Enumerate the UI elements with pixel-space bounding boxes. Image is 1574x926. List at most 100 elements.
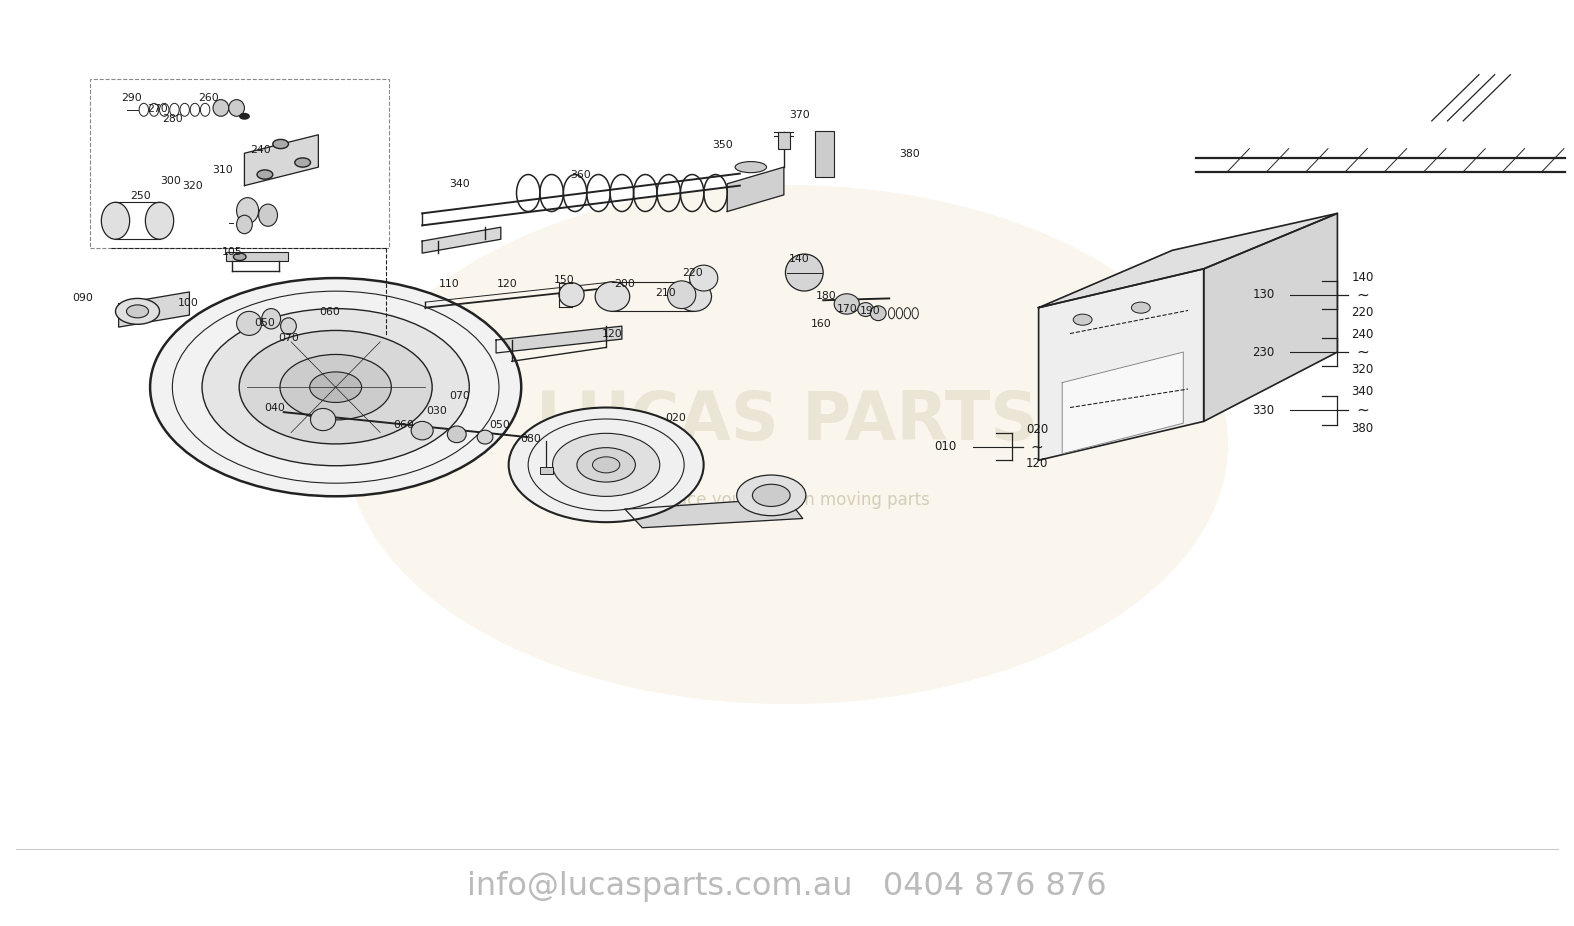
Ellipse shape [559, 282, 584, 307]
Text: 070: 070 [450, 392, 471, 402]
Circle shape [552, 433, 660, 496]
Circle shape [280, 355, 392, 419]
Ellipse shape [447, 426, 466, 443]
Circle shape [239, 114, 249, 119]
Polygon shape [1204, 213, 1338, 421]
Text: 360: 360 [571, 170, 592, 181]
Circle shape [150, 278, 521, 496]
Ellipse shape [310, 408, 335, 431]
Text: 050: 050 [490, 420, 510, 430]
Text: 310: 310 [212, 165, 233, 175]
Text: ~: ~ [1357, 344, 1369, 359]
Circle shape [126, 305, 148, 318]
Ellipse shape [145, 202, 173, 239]
Text: 060: 060 [320, 307, 340, 318]
Text: 200: 200 [614, 279, 636, 289]
Circle shape [239, 331, 433, 444]
Text: ~: ~ [1031, 439, 1044, 455]
Circle shape [115, 298, 159, 324]
Text: 380: 380 [899, 149, 921, 159]
Circle shape [592, 457, 620, 473]
Circle shape [752, 484, 790, 507]
Ellipse shape [689, 265, 718, 291]
Text: 180: 180 [815, 291, 837, 301]
Text: 090: 090 [72, 294, 93, 304]
Ellipse shape [834, 294, 859, 314]
Polygon shape [727, 167, 784, 211]
Text: 060: 060 [394, 420, 414, 430]
Ellipse shape [101, 202, 129, 239]
Text: 220: 220 [1352, 306, 1374, 319]
Circle shape [346, 185, 1228, 704]
Text: 370: 370 [789, 110, 811, 120]
Text: 260: 260 [198, 93, 219, 103]
Text: 170: 170 [836, 304, 858, 314]
Text: ~: ~ [1357, 403, 1369, 418]
Ellipse shape [261, 308, 280, 329]
Ellipse shape [858, 303, 874, 317]
Ellipse shape [236, 215, 252, 233]
Text: 070: 070 [279, 333, 299, 344]
Polygon shape [244, 135, 318, 185]
Text: 330: 330 [1253, 404, 1275, 417]
Circle shape [233, 253, 246, 260]
Ellipse shape [735, 161, 767, 172]
Text: 300: 300 [161, 176, 181, 186]
Text: 220: 220 [682, 269, 704, 279]
Polygon shape [1039, 269, 1204, 460]
Text: 240: 240 [250, 145, 271, 156]
Circle shape [257, 169, 272, 179]
Ellipse shape [667, 281, 696, 308]
Polygon shape [422, 227, 501, 253]
Text: ~: ~ [1357, 287, 1369, 302]
Bar [815, 131, 834, 177]
Polygon shape [1039, 213, 1338, 307]
Text: 140: 140 [789, 254, 811, 264]
Circle shape [272, 140, 288, 149]
Text: 210: 210 [655, 288, 677, 298]
Text: 020: 020 [664, 413, 686, 422]
Text: 030: 030 [427, 407, 447, 416]
Circle shape [737, 475, 806, 516]
Text: 280: 280 [162, 114, 183, 124]
Polygon shape [496, 326, 622, 353]
Circle shape [1073, 314, 1092, 325]
Text: 020: 020 [1026, 423, 1048, 436]
Ellipse shape [280, 318, 296, 334]
Text: 190: 190 [859, 307, 881, 317]
Ellipse shape [212, 100, 228, 117]
Circle shape [508, 407, 704, 522]
Text: 240: 240 [1352, 328, 1374, 341]
Text: 120: 120 [497, 279, 518, 289]
Bar [540, 467, 552, 474]
Text: 380: 380 [1352, 422, 1374, 435]
Text: 050: 050 [255, 319, 275, 329]
Ellipse shape [785, 254, 823, 291]
Ellipse shape [870, 306, 886, 320]
Circle shape [1132, 302, 1151, 313]
Text: 150: 150 [554, 275, 575, 285]
Text: 340: 340 [450, 179, 471, 189]
Ellipse shape [228, 100, 244, 117]
Circle shape [578, 447, 636, 482]
Ellipse shape [477, 431, 493, 444]
Polygon shape [118, 292, 189, 327]
Polygon shape [1062, 352, 1184, 454]
Text: 340: 340 [1352, 385, 1374, 398]
Polygon shape [625, 498, 803, 528]
Text: 350: 350 [711, 140, 733, 150]
Ellipse shape [595, 282, 630, 311]
Text: 040: 040 [264, 403, 285, 412]
Ellipse shape [236, 197, 258, 223]
Text: 010: 010 [935, 441, 957, 454]
Text: 130: 130 [1253, 288, 1275, 301]
Ellipse shape [236, 311, 261, 335]
Text: 250: 250 [131, 191, 151, 201]
Text: LUCAS PARTS: LUCAS PARTS [535, 388, 1039, 455]
Text: 160: 160 [811, 319, 833, 330]
Circle shape [294, 157, 310, 167]
Ellipse shape [258, 204, 277, 226]
Text: 230: 230 [1253, 345, 1275, 358]
Text: 080: 080 [521, 434, 541, 444]
Text: 270: 270 [148, 104, 168, 114]
